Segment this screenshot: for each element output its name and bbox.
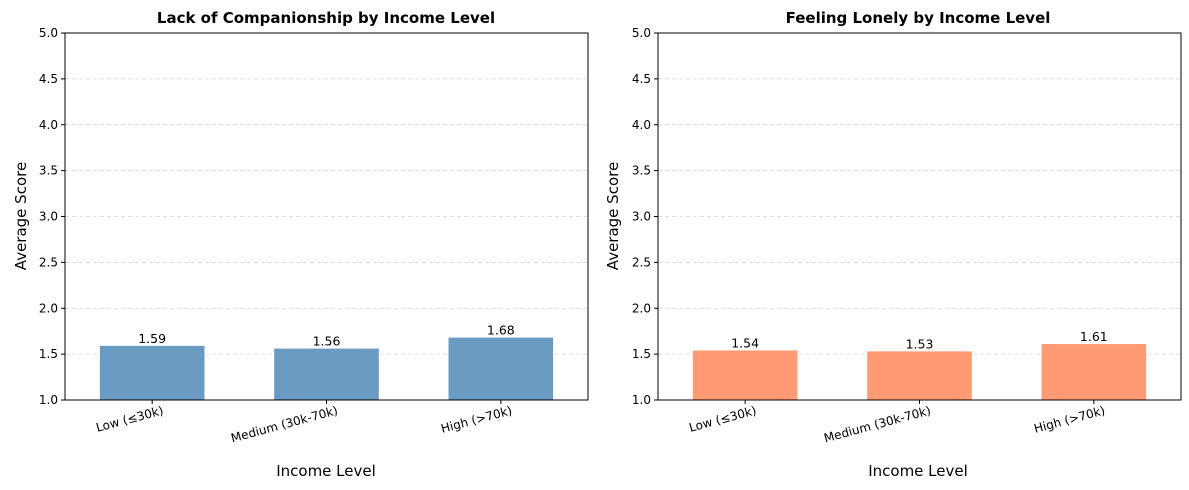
y-tick-label: 3.5 (39, 164, 58, 178)
y-tick-label: 3.0 (39, 210, 58, 224)
chart-title: Lack of Companionship by Income Level (157, 9, 495, 27)
y-tick-label: 5.0 (39, 26, 58, 40)
y-tick-label: 2.5 (632, 255, 651, 269)
bar (1041, 344, 1147, 400)
y-axis-label: Average Score (604, 162, 622, 270)
bar-value-label: 1.68 (487, 323, 515, 338)
bar-value-label: 1.61 (1080, 329, 1108, 344)
chart-title: Feeling Lonely by Income Level (786, 9, 1051, 27)
bar (867, 351, 972, 400)
y-tick-label: 4.5 (632, 72, 651, 86)
y-tick-label: 2.5 (39, 255, 58, 269)
y-tick-label: 1.5 (632, 347, 651, 361)
bar-value-label: 1.54 (731, 335, 759, 350)
plot-frame (657, 32, 1182, 401)
y-tick-label: 4.0 (632, 118, 651, 132)
y-tick-label: 5.0 (632, 26, 651, 40)
x-axis-label: Income Level (868, 462, 968, 480)
plot-frame (64, 32, 589, 401)
y-tick-label: 4.0 (39, 118, 58, 132)
bar (274, 348, 379, 400)
y-tick-label: 3.5 (632, 164, 651, 178)
bar (99, 345, 205, 400)
y-tick-label: 2.0 (632, 301, 651, 315)
y-tick-label: 3.0 (632, 210, 651, 224)
x-axis-label: Income Level (276, 462, 376, 480)
bar (692, 350, 798, 400)
bar-value-label: 1.53 (906, 336, 934, 351)
bar-value-label: 1.59 (138, 331, 166, 346)
bar-value-label: 1.56 (313, 334, 341, 349)
y-tick-label: 2.0 (39, 301, 58, 315)
y-tick-label: 1.0 (39, 393, 58, 407)
y-tick-label: 4.5 (39, 72, 58, 86)
y-axis-label: Average Score (12, 162, 30, 270)
bar (448, 337, 554, 400)
y-tick-label: 1.5 (39, 347, 58, 361)
y-tick-label: 1.0 (632, 393, 651, 407)
